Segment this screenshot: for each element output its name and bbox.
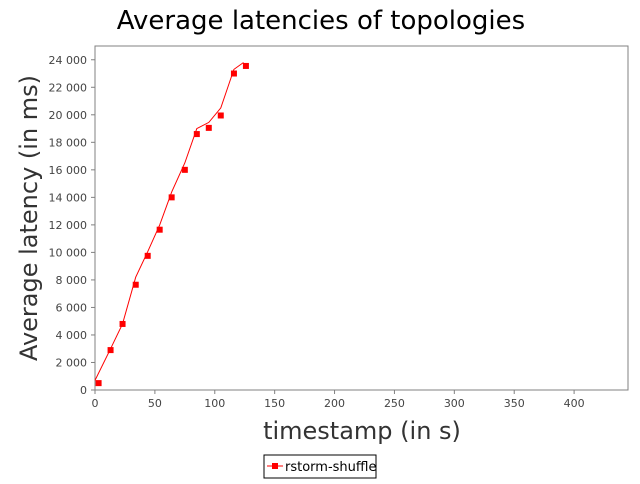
plot-area	[94, 45, 629, 391]
y-tick-label: 22 000	[49, 81, 88, 94]
y-tick-label: 14 000	[49, 191, 88, 204]
x-axis-label: timestamp (in s)	[263, 417, 461, 445]
x-axis: 0 50 100 150 200 250 300 350 400	[92, 390, 585, 410]
y-tick-label: 24 000	[49, 54, 88, 67]
y-tick-label: 20 000	[49, 109, 88, 122]
x-tick-label: 250	[384, 397, 405, 410]
data-point	[205, 124, 212, 131]
data-point	[193, 131, 200, 138]
data-point	[230, 70, 237, 77]
legend-box	[263, 454, 377, 479]
legend: rstorm-shuffle	[263, 454, 377, 479]
y-tick-label: 6 000	[56, 301, 88, 314]
series-points-group	[95, 62, 249, 387]
data-point	[168, 194, 175, 201]
x-tick-label: 400	[564, 397, 585, 410]
y-tick-label: 2 000	[56, 356, 88, 369]
x-tick-label: 300	[444, 397, 465, 410]
data-point	[132, 281, 139, 288]
y-tick-label: 16 000	[49, 164, 88, 177]
y-tick-label: 4 000	[56, 329, 88, 342]
y-tick-label: 18 000	[49, 136, 88, 149]
data-point	[217, 112, 224, 119]
x-tick-label: 0	[92, 397, 99, 410]
chart-title: Average latencies of topologies	[117, 6, 525, 36]
y-tick-label: 0	[80, 384, 87, 397]
y-axis-label: Average latency (in ms)	[15, 75, 43, 361]
y-axis: 0 2 000 4 000 6 000 8 000 10 000 12 000 14 000 1…	[49, 54, 95, 397]
data-point	[242, 62, 249, 69]
y-tick-label: 12 000	[49, 219, 88, 232]
legend-marker-swatch	[272, 463, 278, 469]
y-tick-label: 10 000	[49, 246, 88, 259]
data-point	[181, 166, 188, 173]
data-point	[119, 320, 126, 327]
x-tick-label: 50	[148, 397, 162, 410]
x-tick-label: 100	[204, 397, 225, 410]
x-tick-label: 350	[504, 397, 525, 410]
legend-label: rstorm-shuffle	[285, 460, 376, 475]
x-tick-label: 150	[264, 397, 285, 410]
data-point	[156, 226, 163, 233]
data-point	[95, 380, 102, 387]
data-point	[144, 252, 151, 259]
y-tick-label: 8 000	[56, 274, 88, 287]
x-tick-label: 200	[324, 397, 345, 410]
data-point	[107, 347, 114, 354]
